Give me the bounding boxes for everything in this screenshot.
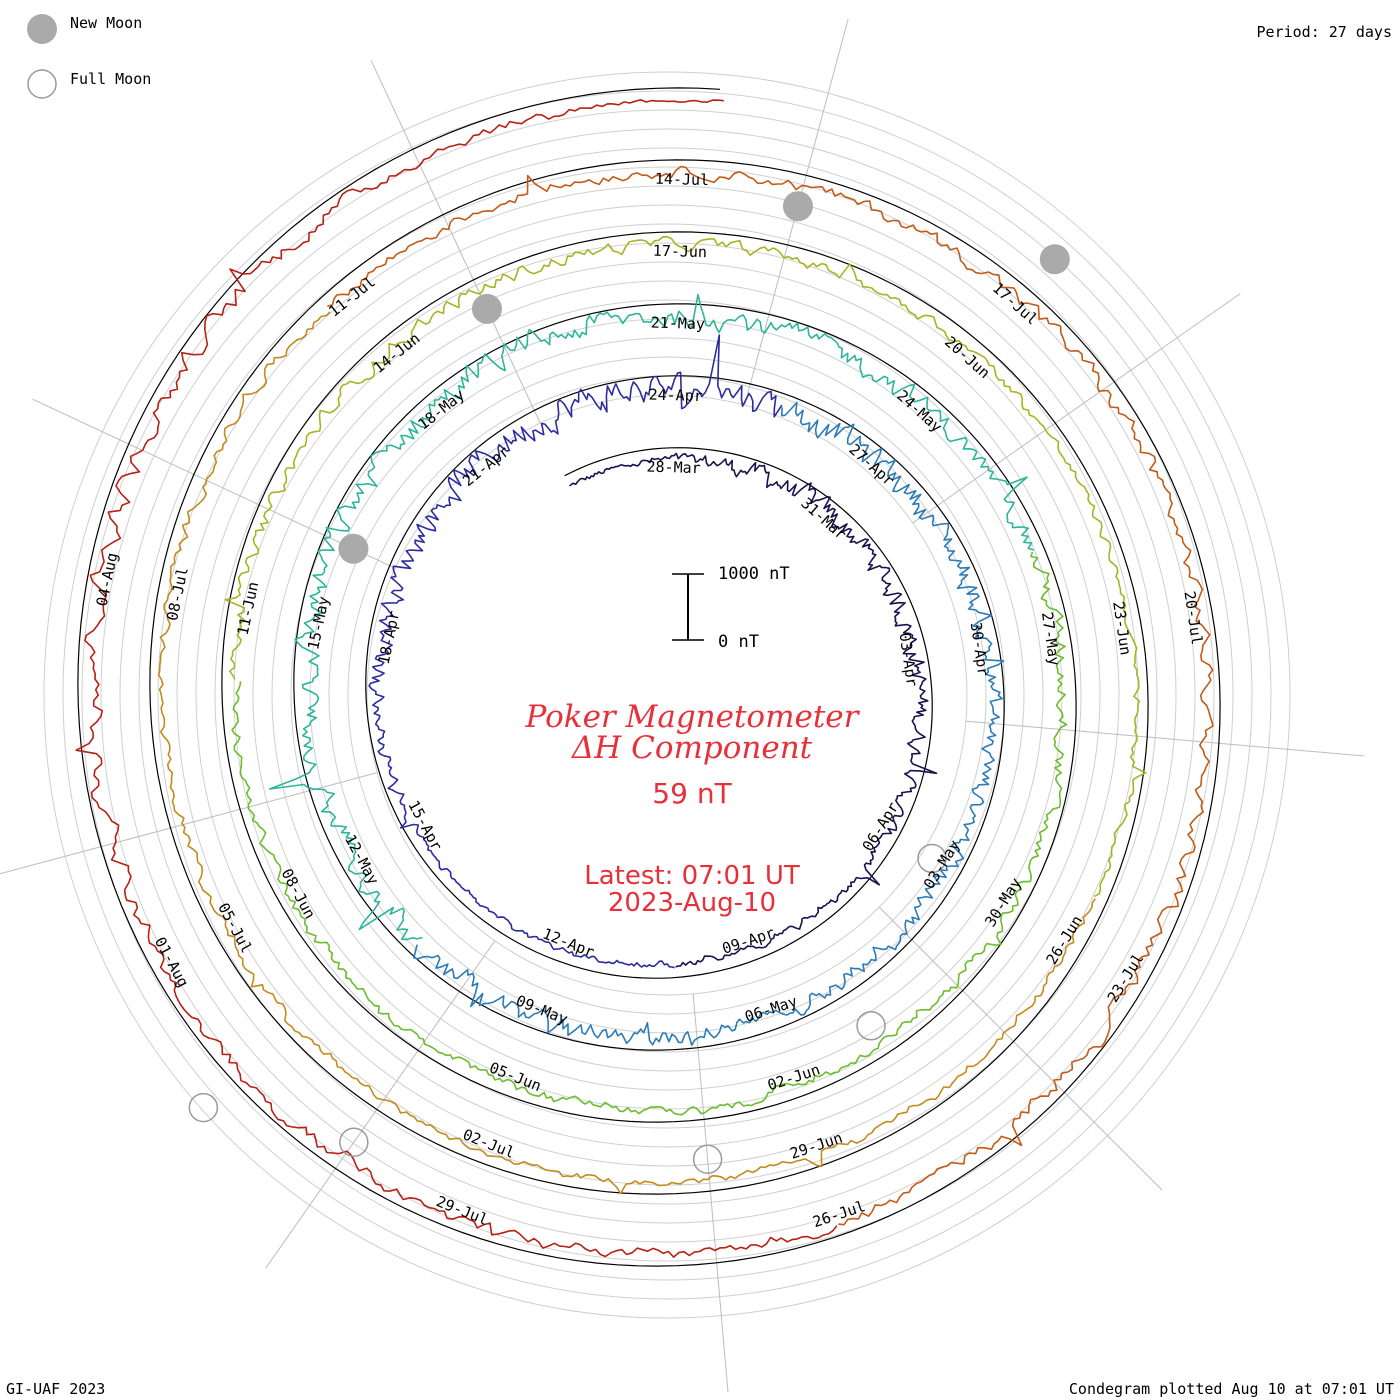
date-spokes [0,18,1365,1393]
new-moon-label: New Moon [70,14,142,32]
legend: New Moon Full Moon [27,14,151,99]
full-moon-marker [692,1144,723,1174]
trace-segment [158,311,1097,1195]
new-moon-marker [338,533,369,564]
date-spoke [912,293,1241,524]
scale-top-label: 1000 nT [718,564,790,584]
reference-circle [62,90,1272,1300]
reference-circle [366,394,968,996]
date-label: 28-Mar [646,458,701,478]
full-moon-marker [856,1011,886,1041]
magnetometer-traces [75,99,1214,1258]
trace-segment [569,452,938,968]
reference-circle [100,128,1234,1262]
trace-segment [231,551,1068,1116]
moon-markers [188,191,1070,1174]
date-label: 23-Jun [1109,600,1135,656]
date-label: 09-Apr [720,924,777,958]
reference-circle [43,71,1291,1319]
new-moon-marker [782,191,813,222]
date-label: 06-May [742,992,799,1026]
date-spoke [265,940,496,1269]
reference-circle [214,242,1120,1148]
full-moon-marker [188,1092,219,1123]
reference-circle [328,356,1006,1034]
date-label: 21-Apr [459,442,513,490]
date-label: 27-Apr [845,440,897,489]
date-spoke [370,60,541,424]
trace-segment [327,165,1214,1226]
reference-circle [119,147,1215,1243]
date-spoke [0,772,378,875]
date-label: 14-Jul [655,170,710,190]
reference-circle [233,261,1101,1129]
chart-title: Poker Magnetometer [525,699,861,735]
reference-circle [309,337,1025,1053]
date-label: 14-Jun [370,329,424,377]
new-moon-marker [471,293,502,324]
date-spoke [965,720,1365,757]
reference-circle [195,223,1139,1167]
new-moon-icon [27,14,57,44]
date-label: 05-Jun [487,1058,544,1095]
reference-circle [138,166,1196,1224]
trace-segment [224,235,1147,898]
latest-date: 2023-Aug-10 [608,888,776,918]
date-spoke [692,993,729,1393]
date-label: 04-Aug [93,551,122,608]
date-label: 24-Apr [648,386,703,406]
date-label: 05-Jul [214,900,256,956]
reference-circles [43,71,1291,1319]
date-spoke [878,906,1163,1191]
date-spoke [32,398,396,569]
period-boundary-rings [77,87,1221,1267]
baseline-spiral [77,87,1221,1267]
current-value: 59 nT [652,777,732,810]
full-moon-icon [27,69,57,99]
reference-circle [81,109,1253,1281]
full-moon-marker [917,843,947,874]
scale-bottom-label: 0 nT [718,632,759,652]
reference-circle [252,280,1082,1110]
trace-segment [368,334,783,969]
full-moon-marker [339,1127,369,1158]
date-label: 20-Jul [1180,590,1206,646]
date-label: 21-May [650,314,705,334]
date-label: 08-Jun [278,866,320,922]
date-label: 31-Mar [798,494,850,543]
footer-credit: GI-UAF 2023 [6,1380,105,1398]
date-label: 15-May [304,595,333,652]
new-moon-marker [1039,244,1070,275]
date-label: 29-Jul [434,1192,491,1229]
date-label: 12-Apr [540,925,597,962]
trace-segment [268,293,1035,941]
date-label: 29-Jun [788,1129,845,1163]
date-label: 30-Apr [967,621,993,677]
trace-segment [75,99,838,1258]
date-label: 03-Apr [895,632,921,688]
date-label: 09-May [513,992,570,1029]
footer-plot-info: Condegram plotted Aug 10 at 07:01 UT [1069,1380,1394,1398]
date-label: 17-Jun [653,242,708,262]
period-label: Period: 27 days [1257,23,1392,41]
date-label: 11-Jul [325,273,379,321]
latest-time: Latest: 07:01 UT [584,861,800,891]
date-label: 26-Jul [810,1197,867,1231]
scale-bar: 1000 nT 0 nT [672,564,790,652]
reference-circle [157,185,1177,1205]
full-moon-label: Full Moon [70,70,151,88]
trace-segment [413,401,1005,1046]
date-label: 17-Jul [989,279,1041,328]
chart-subtitle: ΔH Component [571,730,813,766]
date-label: 23-Jul [1104,950,1148,1006]
reference-circle [271,299,1063,1091]
date-label: 18-Apr [375,609,404,666]
